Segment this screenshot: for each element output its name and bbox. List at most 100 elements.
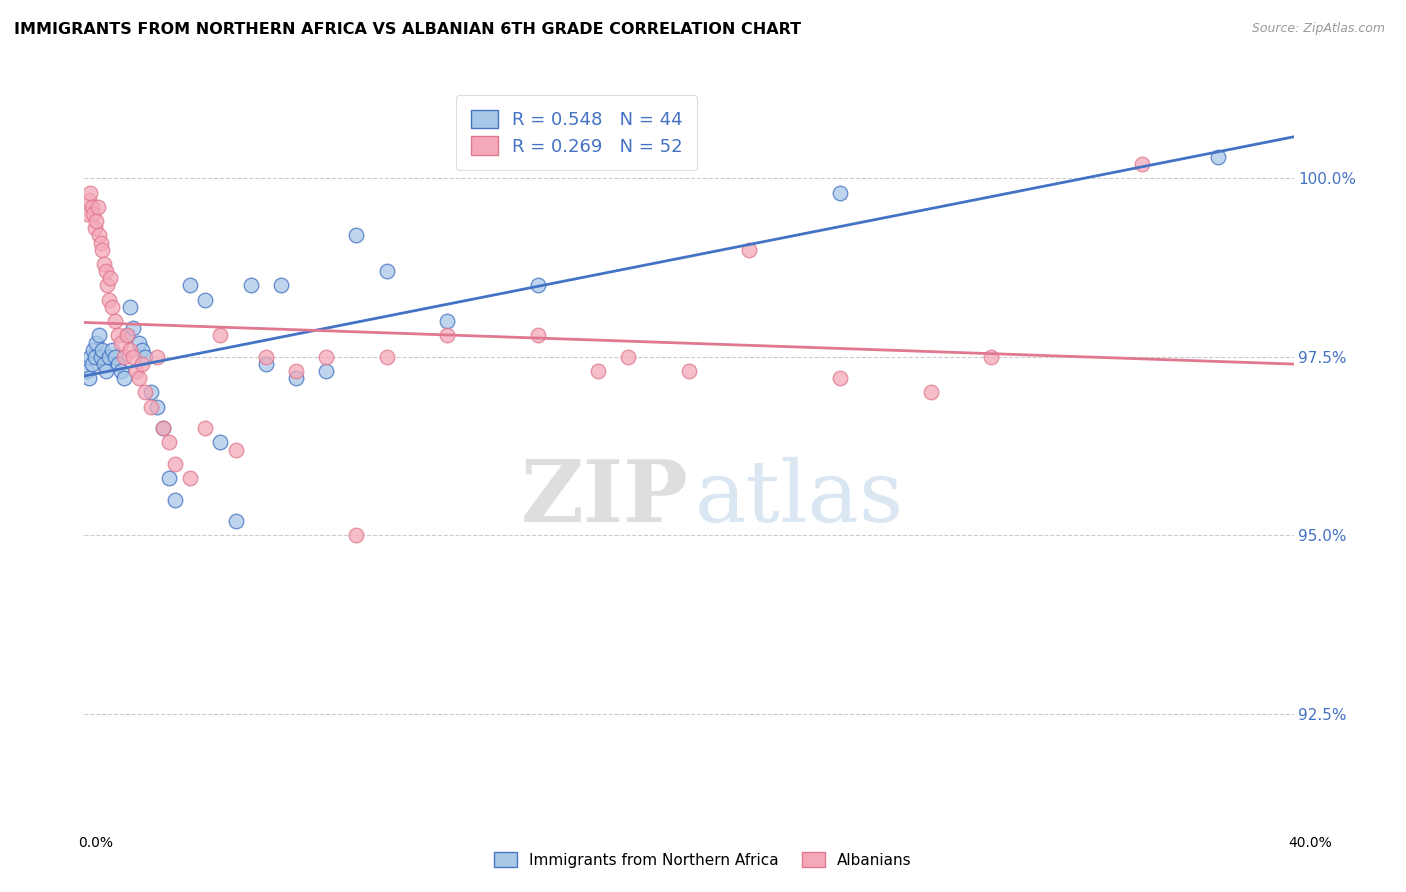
Point [89, 228, 111, 243]
Legend: Immigrants from Northern Africa, Albanians: Immigrants from Northern Africa, Albania… [486, 844, 920, 875]
Point [125, 364, 148, 378]
Point [100, 300, 122, 314]
Point [179, 278, 201, 293]
Point [76, 207, 98, 221]
Point [87, 200, 110, 214]
Point [225, 442, 247, 457]
Legend: R = 0.548   N = 44, R = 0.269   N = 52: R = 0.548 N = 44, R = 0.269 N = 52 [456, 95, 697, 170]
Point [346, 528, 368, 542]
Point [254, 357, 277, 371]
Point [315, 364, 337, 378]
Point [738, 243, 761, 257]
Point [165, 492, 187, 507]
Point [375, 350, 398, 364]
Point [270, 278, 292, 293]
Point [118, 343, 141, 357]
Point [436, 314, 458, 328]
Text: Source: ZipAtlas.com: Source: ZipAtlas.com [1251, 22, 1385, 36]
Point [157, 435, 180, 450]
Point [82, 343, 104, 357]
Point [110, 364, 132, 378]
Point [84, 221, 107, 235]
Point [77, 193, 100, 207]
Point [96, 278, 118, 293]
Point [121, 321, 143, 335]
Point [128, 335, 150, 350]
Point [139, 385, 162, 400]
Point [94, 364, 117, 378]
Point [86, 335, 108, 350]
Point [131, 357, 153, 371]
Text: 0.0%: 0.0% [79, 836, 112, 850]
Point [91, 243, 114, 257]
Point [79, 186, 101, 200]
Point [678, 364, 700, 378]
Point [830, 371, 852, 385]
Point [104, 350, 127, 364]
Text: IMMIGRANTS FROM NORTHERN AFRICA VS ALBANIAN 6TH GRADE CORRELATION CHART: IMMIGRANTS FROM NORTHERN AFRICA VS ALBAN… [14, 22, 801, 37]
Point [157, 471, 180, 485]
Text: atlas: atlas [695, 457, 904, 540]
Point [115, 328, 138, 343]
Point [146, 350, 169, 364]
Point [98, 271, 121, 285]
Point [104, 314, 127, 328]
Point [285, 364, 308, 378]
Point [86, 214, 108, 228]
Point [209, 328, 232, 343]
Point [84, 350, 107, 364]
Point [146, 400, 169, 414]
Point [110, 335, 132, 350]
Point [254, 350, 277, 364]
Point [80, 200, 103, 214]
Point [315, 350, 337, 364]
Point [225, 514, 247, 528]
Point [239, 278, 262, 293]
Point [152, 421, 174, 435]
Point [436, 328, 458, 343]
Point [107, 357, 129, 371]
Point [118, 300, 141, 314]
Text: 40.0%: 40.0% [1288, 836, 1333, 850]
Point [165, 457, 187, 471]
Point [980, 350, 1002, 364]
Point [90, 350, 112, 364]
Point [194, 421, 217, 435]
Point [112, 350, 135, 364]
Point [94, 264, 117, 278]
Point [152, 421, 174, 435]
Point [1206, 150, 1229, 164]
Point [131, 343, 153, 357]
Point [375, 264, 398, 278]
Point [134, 350, 156, 364]
Point [134, 385, 156, 400]
Point [128, 371, 150, 385]
Point [346, 228, 368, 243]
Point [107, 328, 129, 343]
Point [527, 328, 550, 343]
Point [194, 293, 217, 307]
Point [588, 364, 610, 378]
Point [830, 186, 852, 200]
Point [97, 350, 120, 364]
Point [77, 371, 100, 385]
Point [93, 357, 115, 371]
Point [97, 293, 120, 307]
Point [121, 350, 143, 364]
Point [285, 371, 308, 385]
Point [112, 371, 135, 385]
Point [100, 343, 122, 357]
Text: ZIP: ZIP [522, 457, 689, 541]
Point [1132, 157, 1154, 171]
Point [115, 328, 138, 343]
Point [76, 364, 98, 378]
Point [920, 385, 942, 400]
Point [80, 357, 103, 371]
Point [527, 278, 550, 293]
Point [209, 435, 232, 450]
Point [90, 235, 112, 250]
Point [617, 350, 640, 364]
Point [89, 328, 111, 343]
Point [179, 471, 201, 485]
Point [93, 257, 115, 271]
